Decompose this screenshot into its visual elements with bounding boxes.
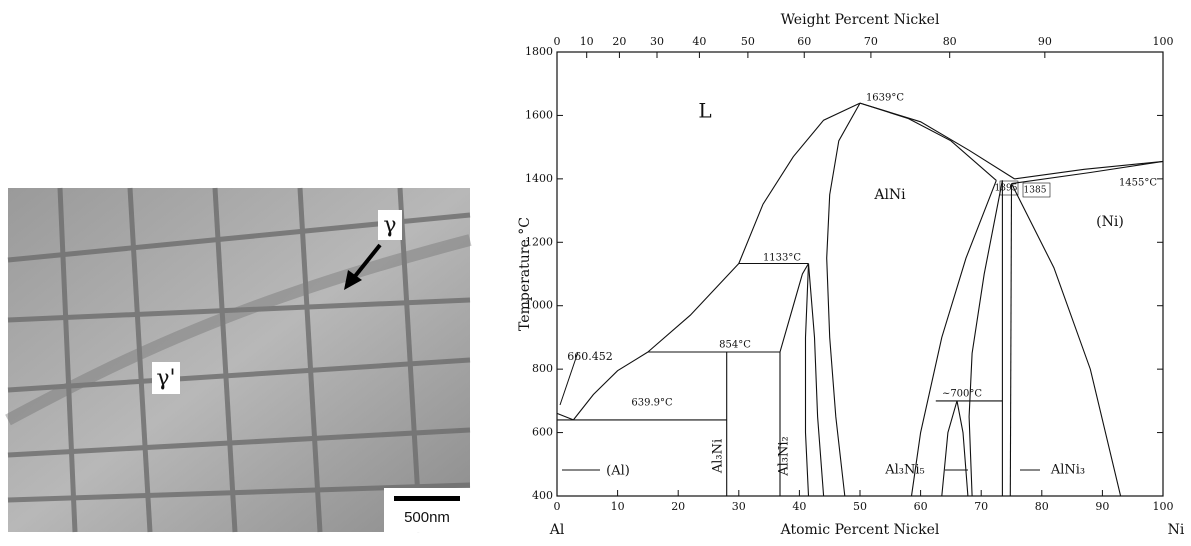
annotation: L [698, 99, 711, 123]
annotation: 1639°C [866, 93, 904, 104]
annotation: ~700°C [942, 389, 982, 400]
annotation: 854°C [719, 340, 751, 351]
x-tick-label: 70 [974, 500, 988, 513]
y-axis-title: Temperature °C [517, 217, 533, 331]
top-axis-title: Weight Percent Nickel [781, 12, 940, 28]
top-tick-label: 30 [650, 35, 664, 48]
x-end-label: Ni [1168, 522, 1185, 538]
top-tick-label: 0 [554, 35, 561, 48]
annotation: Al₃Ni₂ [777, 436, 792, 477]
top-tick-label: 40 [692, 35, 706, 48]
gamma-label: γ [383, 213, 396, 238]
phase-boundary [780, 264, 809, 353]
x-tick-label: 50 [853, 500, 867, 513]
phase-boundary [827, 103, 860, 496]
phase-boundary [1010, 184, 1011, 496]
x-end-label: Al [549, 522, 565, 538]
micrograph: γ γ' 500nm [8, 188, 470, 532]
y-tick-label: 600 [532, 426, 553, 439]
x-tick-label: 20 [671, 500, 685, 513]
annotation: (Ni) [1096, 214, 1124, 230]
top-tick-label: 20 [612, 35, 626, 48]
top-tick-label: 80 [943, 35, 957, 48]
x-tick-label: 0 [554, 500, 561, 513]
top-tick-label: 90 [1038, 35, 1052, 48]
annotation: 639.9°C [631, 398, 673, 409]
annotation: Al₃Ni [711, 439, 726, 474]
annotation: 1385 [1024, 186, 1047, 196]
gamma-prime-label: γ' [156, 366, 175, 391]
phase-boundary [557, 413, 573, 420]
y-tick-label: 1200 [525, 235, 553, 248]
phase-boundary [912, 180, 997, 496]
annotation: 1133°C [763, 253, 801, 264]
phase-boundary [969, 180, 1002, 496]
annotation: 660.452 [567, 350, 613, 363]
phase-boundary [806, 264, 809, 497]
x-tick-label: 60 [914, 500, 928, 513]
annotation: AlNi [873, 187, 906, 203]
x-tick-label: 100 [1153, 500, 1174, 513]
y-tick-label: 1600 [525, 108, 553, 121]
x-tick-label: 40 [792, 500, 806, 513]
phase-boundary [1012, 184, 1121, 496]
y-tick-label: 1800 [525, 45, 553, 58]
top-tick-label: 60 [797, 35, 811, 48]
annotation: Al₃Ni₅ [884, 463, 925, 478]
top-tick-label: 100 [1153, 35, 1174, 48]
x-tick-label: 90 [1095, 500, 1109, 513]
y-tick-label: 1000 [525, 299, 553, 312]
top-tick-label: 10 [580, 35, 594, 48]
phase-boundary [739, 103, 860, 263]
top-tick-label: 70 [864, 35, 878, 48]
phase-boundary [942, 401, 968, 496]
plot-frame [557, 52, 1163, 496]
scale-label: 500nm [404, 509, 450, 526]
x-tick-label: 10 [611, 500, 625, 513]
phase-boundary [809, 264, 824, 497]
x-tick-label: 30 [732, 500, 746, 513]
y-tick-label: 800 [532, 362, 553, 375]
x-tick-label: 80 [1035, 500, 1049, 513]
annotation: 1395 [995, 184, 1018, 194]
scale-bar [394, 496, 460, 501]
page: γ γ' 500nm Weight Percent Nickel Atomic … [0, 0, 1191, 542]
annotation: AlNi₃ [1050, 463, 1085, 478]
x-axis-title: Atomic Percent Nickel [780, 522, 940, 538]
annotation: 1455°C [1119, 178, 1157, 189]
phase-boundary [860, 103, 1015, 179]
y-tick-label: 400 [532, 489, 553, 502]
annotation: (Al) [606, 464, 630, 479]
phase-boundary [1015, 161, 1164, 179]
top-tick-label: 50 [741, 35, 755, 48]
phase-boundary [860, 103, 996, 180]
y-tick-label: 1400 [525, 172, 553, 185]
